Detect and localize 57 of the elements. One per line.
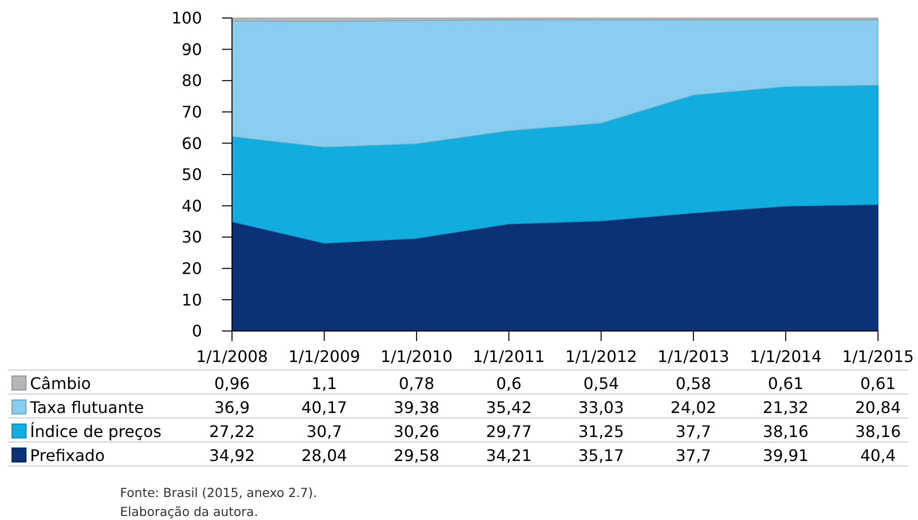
y-tick-label: 0: [192, 322, 202, 341]
x-tick-label: 1/1/2008: [196, 347, 268, 366]
data-label: 37,7: [676, 422, 712, 441]
y-tick-label: 70: [182, 102, 202, 122]
x-tick-label: 1/1/2013: [658, 347, 730, 366]
data-label: 0,54: [583, 374, 619, 393]
y-tick-label: 20: [182, 259, 202, 278]
text: Elaboração da autora.: [120, 504, 258, 519]
y-tick-label: 50: [182, 165, 202, 184]
x-tick-label: 1/1/2014: [750, 347, 822, 366]
data-label: 40,17: [301, 398, 348, 417]
data-label: 39,91: [762, 446, 809, 465]
data-label: 30,26: [394, 422, 440, 441]
data-label: 27,22: [209, 422, 255, 441]
data-label: 0,78: [398, 374, 434, 393]
data-label: 0,6: [496, 374, 522, 393]
data-label: 37,7: [676, 446, 712, 465]
data-label: 29,58: [394, 446, 440, 465]
x-tick-label: 1/1/2011: [472, 347, 545, 366]
data-label: 40,4: [860, 446, 896, 465]
y-tick-label: 80: [182, 71, 202, 90]
data-label: 34,21: [486, 446, 532, 465]
data-label: 38,16: [762, 422, 809, 441]
data-label: 39,38: [394, 398, 440, 417]
data-label: 33,03: [578, 398, 624, 417]
y-tick-label: 60: [182, 134, 202, 153]
data-label: 24,02: [670, 398, 716, 417]
y-tick-label: 40: [182, 196, 202, 216]
data-label: 34,92: [209, 446, 255, 465]
legend-label: Câmbio: [30, 374, 91, 393]
data-label: 28,04: [301, 446, 348, 465]
legend-label: Índice de preços: [30, 422, 162, 441]
y-tick-label: 100: [171, 8, 202, 28]
data-label: 0,61: [768, 374, 804, 393]
legend-label: Prefixado: [30, 446, 105, 465]
y-tick-label: 10: [182, 290, 202, 310]
data-label: 0,61: [860, 374, 896, 393]
data-label: 36,9: [214, 398, 250, 417]
x-tick-label: 1/1/2015: [842, 347, 914, 366]
data-label: 29,77: [486, 422, 532, 441]
x-tick-label: 1/1/2009: [288, 347, 360, 366]
data-label: 20,84: [855, 398, 901, 417]
x-tick-label: 1/1/2012: [565, 347, 638, 366]
data-label: 38,16: [855, 422, 901, 441]
data-label: 35,42: [486, 398, 532, 417]
x-tick-label: 1/1/2010: [380, 347, 452, 366]
data-label: 0,58: [676, 374, 712, 393]
y-tick-label: 90: [182, 40, 202, 59]
source-note: Fonte: Brasil (2015, anexo 2.7).: [120, 485, 317, 500]
data-label: 31,25: [578, 422, 624, 441]
y-tick-label: 30: [182, 228, 202, 247]
legend-label: Taxa flutuante: [29, 398, 144, 417]
data-label: 30,7: [306, 422, 342, 441]
data-label: 35,17: [578, 446, 624, 465]
data-label: 1,1: [312, 374, 338, 393]
data-label: 21,32: [762, 398, 809, 417]
data-label: 0,96: [214, 374, 250, 393]
